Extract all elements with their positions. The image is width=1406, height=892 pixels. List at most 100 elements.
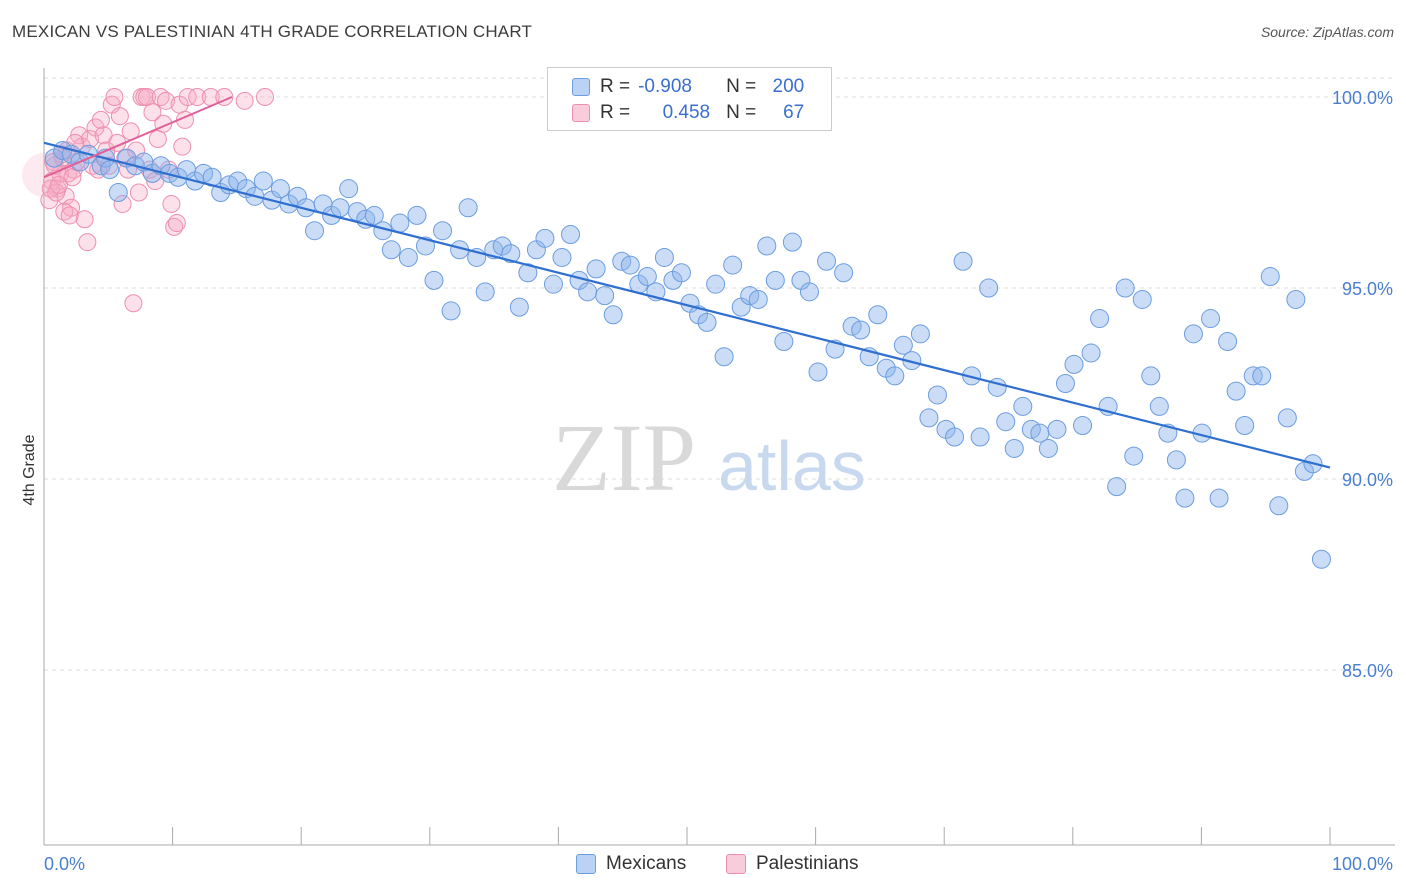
point-mexicans	[808, 362, 828, 382]
point-palestinians	[162, 194, 181, 213]
point-mexicans	[945, 427, 965, 447]
legend-n-value: 67	[783, 102, 805, 123]
point-palestinians	[110, 107, 129, 126]
point-mexicans	[1064, 354, 1084, 374]
legend-n-value: 200	[772, 76, 805, 97]
point-mexicans	[774, 331, 794, 351]
point-mexicans	[1235, 416, 1255, 436]
source-label: Source: ZipAtlas.com	[1260, 24, 1394, 40]
point-palestinians	[148, 130, 167, 149]
point-mexicans	[765, 270, 785, 290]
legend-r-value: 0.458	[662, 102, 711, 123]
point-palestinians-cluster	[22, 153, 66, 197]
point-mexicans	[1115, 278, 1135, 298]
point-mexicans	[1004, 438, 1024, 458]
point-mexicans	[910, 324, 930, 344]
point-mexicans	[1081, 343, 1101, 363]
point-mexicans	[1252, 366, 1272, 386]
point-mexicans	[799, 282, 819, 302]
point-mexicans	[1141, 366, 1161, 386]
point-mexicans	[1107, 477, 1127, 497]
point-mexicans	[1209, 488, 1229, 508]
legend-swatch-pink	[572, 104, 590, 122]
point-mexicans	[979, 278, 999, 298]
point-mexicans	[518, 263, 538, 283]
axes	[43, 68, 1395, 846]
point-mexicans	[1090, 309, 1110, 329]
point-mexicans	[1286, 289, 1306, 309]
point-mexicans	[637, 267, 657, 287]
point-palestinians	[91, 110, 110, 129]
point-mexicans	[1073, 416, 1093, 436]
point-mexicans	[1124, 446, 1144, 466]
point-mexicans	[714, 347, 734, 367]
point-mexicans	[723, 255, 743, 275]
bottom-legend-label: Palestinians	[756, 853, 859, 874]
point-mexicans	[108, 183, 128, 202]
y-tick-label: 85.0%	[1342, 661, 1393, 681]
point-mexicans	[1226, 381, 1246, 401]
point-mexicans	[1166, 450, 1186, 470]
point-mexicans	[339, 179, 359, 199]
point-mexicans	[868, 305, 888, 325]
point-palestinians	[60, 206, 79, 225]
point-mexicans	[996, 412, 1016, 432]
point-palestinians	[56, 187, 75, 206]
y-axis-label: 4th Grade	[21, 434, 38, 505]
watermark-zip: ZIP	[552, 404, 696, 511]
legend-n-label: N =	[726, 76, 757, 97]
trend-line-mexicans	[43, 141, 1331, 469]
point-mexicans	[424, 270, 444, 290]
legend: R = -0.908 N = 200 R = 0.458 N = 67	[547, 67, 832, 131]
point-mexicans	[100, 160, 120, 180]
point-palestinians	[105, 88, 124, 106]
watermark: ZIP atlas	[552, 404, 866, 511]
point-mexicans	[330, 198, 350, 218]
bottom-legend-swatch-pink	[726, 854, 746, 874]
point-mexicans	[1183, 324, 1203, 344]
point-mexicans	[1175, 488, 1195, 508]
point-palestinians	[156, 91, 175, 110]
point-mexicans	[706, 274, 726, 294]
x-tick-labels: 0.0% 100.0%	[44, 854, 1393, 874]
point-mexicans	[509, 297, 529, 317]
bottom-legend-mexicans: Mexicans	[576, 852, 686, 876]
point-palestinians	[178, 88, 197, 106]
point-mexicans	[270, 179, 290, 199]
point-mexicans	[1260, 267, 1280, 287]
point-palestinians	[113, 194, 132, 213]
point-mexicans	[757, 236, 777, 256]
x-tick-label-max: 100.0%	[1332, 854, 1393, 874]
point-mexicans	[364, 205, 384, 225]
point-mexicans	[834, 263, 854, 283]
point-palestinians	[188, 88, 207, 106]
point-mexicans	[1055, 374, 1075, 393]
point-palestinians	[167, 214, 186, 233]
point-mexicans	[1218, 331, 1238, 351]
point-mexicans	[253, 171, 273, 191]
point-mexicans	[817, 251, 837, 271]
point-mexicans	[893, 335, 913, 355]
point-mexicans	[578, 282, 598, 302]
point-palestinians	[75, 210, 94, 229]
point-mexicans	[415, 236, 435, 256]
legend-row-palestinians: R = 0.458 N = 67	[572, 100, 804, 126]
point-mexicans	[697, 312, 717, 332]
point-mexicans	[1277, 408, 1297, 428]
point-mexicans	[748, 289, 768, 309]
point-mexicans	[407, 205, 427, 225]
point-mexicans	[535, 228, 555, 248]
point-mexicans	[927, 385, 947, 405]
point-mexicans	[1201, 309, 1221, 329]
x-tick-label-min: 0.0%	[44, 854, 85, 874]
legend-swatch-blue	[572, 78, 590, 96]
legend-n-label: N =	[726, 102, 757, 123]
point-mexicans	[1038, 438, 1058, 458]
point-mexicans	[381, 240, 401, 260]
point-mexicans	[501, 244, 521, 264]
point-mexicans	[458, 198, 478, 218]
point-mexicans	[561, 225, 581, 245]
point-palestinians	[63, 168, 82, 187]
chart-title: MEXICAN VS PALESTINIAN 4TH GRADE CORRELA…	[12, 22, 533, 41]
